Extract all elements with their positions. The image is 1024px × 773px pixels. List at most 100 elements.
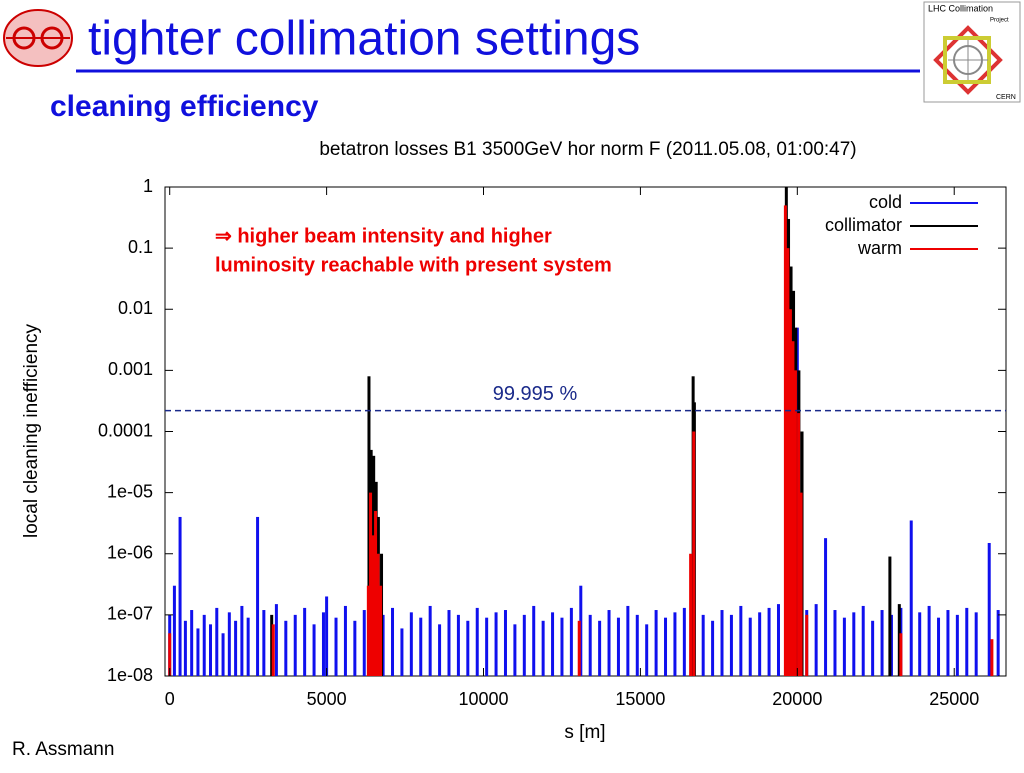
bar: [682, 607, 686, 676]
bar: [447, 610, 451, 676]
bar: [379, 585, 383, 676]
bar: [334, 617, 338, 676]
bar: [312, 624, 316, 676]
bar: [376, 553, 380, 676]
bar: [579, 585, 583, 676]
bar: [888, 556, 892, 676]
y-tick-label: 1: [143, 176, 153, 196]
bar: [871, 620, 875, 676]
bar: [880, 610, 884, 676]
bar: [616, 617, 620, 676]
bar: [626, 605, 630, 676]
bar: [974, 612, 978, 676]
y-tick-label: 0.01: [118, 298, 153, 318]
bar: [400, 628, 404, 676]
bar: [303, 607, 307, 676]
x-tick-label: 15000: [615, 689, 665, 709]
y-axis-label: local cleaning inefficiency: [21, 323, 42, 538]
bar: [814, 604, 818, 676]
annotation: luminosity reachable with present system: [215, 254, 612, 276]
bar: [202, 614, 206, 676]
bar: [374, 511, 378, 676]
bar: [494, 612, 498, 676]
bar: [889, 614, 893, 676]
legend-label: cold: [869, 192, 902, 212]
bar: [369, 492, 373, 676]
bar: [767, 607, 771, 676]
annotation: ⇒ higher beam intensity and higher: [215, 225, 552, 247]
y-tick-label: 1e-07: [107, 604, 153, 624]
bar: [833, 610, 837, 676]
bar: [262, 610, 266, 676]
bar: [692, 431, 696, 676]
bar: [927, 605, 931, 676]
bar: [321, 612, 325, 676]
y-tick-label: 0.001: [108, 359, 153, 379]
bar: [937, 617, 941, 676]
bar: [522, 614, 526, 676]
plot-area: [168, 187, 1000, 676]
bar: [909, 520, 913, 676]
bar: [689, 553, 693, 676]
bar: [409, 612, 413, 676]
slide-title: tighter collimation settings: [88, 13, 640, 66]
bar: [196, 628, 200, 676]
bar: [240, 605, 244, 676]
slide-subtitle: cleaning efficiency: [50, 90, 319, 123]
x-tick-label: 10000: [458, 689, 508, 709]
bar: [503, 610, 507, 676]
bar: [955, 614, 959, 676]
bar: [551, 612, 555, 676]
bar: [428, 605, 432, 676]
y-tick-label: 1e-05: [107, 481, 153, 501]
legend-label: warm: [857, 238, 902, 258]
y-tick-label: 1e-06: [107, 543, 153, 563]
bar: [748, 617, 752, 676]
bar: [861, 605, 865, 676]
bar: [532, 605, 536, 676]
logo-text: Project: [990, 18, 1009, 24]
bar: [990, 639, 994, 676]
bar: [711, 620, 715, 676]
y-tick-label: 0.1: [128, 237, 153, 257]
bar: [172, 585, 176, 676]
bar: [168, 633, 172, 676]
x-tick-label: 0: [165, 689, 175, 709]
author: R. Assmann: [12, 739, 114, 760]
bar: [783, 205, 787, 676]
bar: [805, 614, 809, 676]
bar: [739, 605, 743, 676]
bar: [776, 604, 780, 676]
bar: [654, 610, 658, 676]
bar: [645, 624, 649, 676]
bar: [577, 620, 581, 676]
bar: [271, 624, 275, 676]
bar: [256, 516, 260, 676]
bar: [720, 610, 724, 676]
y-tick-label: 1e-08: [107, 665, 153, 685]
legend-label: collimator: [825, 215, 902, 235]
x-axis-label: s [m]: [564, 722, 605, 743]
bar: [842, 617, 846, 676]
bar: [899, 633, 903, 676]
reference-label: 99.995 %: [493, 383, 578, 405]
bar: [569, 607, 573, 676]
bar: [366, 585, 370, 676]
chart-title: betatron losses B1 3500GeV hor norm F (2…: [319, 139, 856, 160]
bar: [918, 612, 922, 676]
bar: [598, 620, 602, 676]
bar: [824, 538, 828, 676]
bar: [183, 620, 187, 676]
bar: [513, 624, 517, 676]
bar: [996, 610, 1000, 676]
bar: [419, 617, 423, 676]
bar: [438, 624, 442, 676]
bar: [758, 612, 762, 676]
bar: [946, 610, 950, 676]
x-tick-label: 20000: [772, 689, 822, 709]
bar: [190, 610, 194, 676]
bar: [343, 605, 347, 676]
y-tick-label: 0.0001: [98, 420, 153, 440]
bar: [381, 614, 385, 676]
